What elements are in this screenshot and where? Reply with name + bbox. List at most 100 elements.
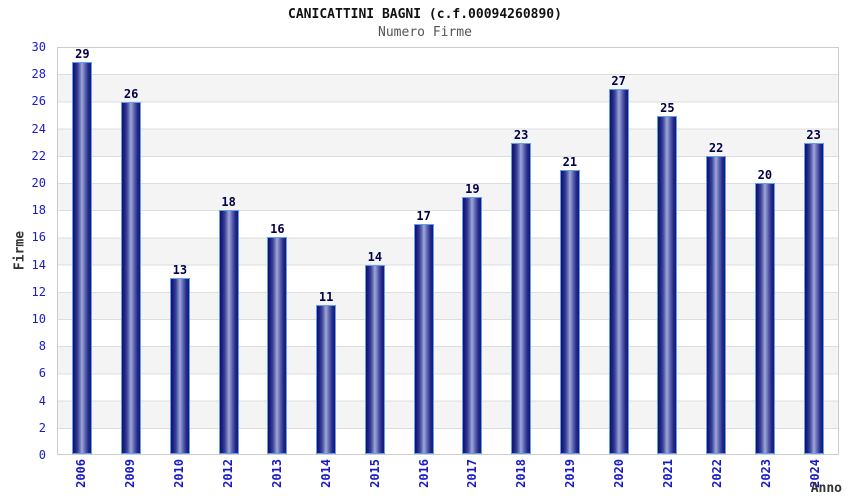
bar-slot: 14 (351, 48, 400, 454)
y-tick-label: 2 (38, 420, 46, 435)
x-tick-label: 2018 (514, 459, 529, 488)
bar-value-label: 23 (513, 127, 529, 142)
x-tick-slot: 2009 (106, 459, 155, 499)
bar-value-label: 19 (465, 181, 480, 196)
bar-slot: 11 (302, 48, 351, 454)
y-tick-label: 14 (31, 257, 46, 272)
bar: 27 (608, 74, 629, 454)
bar-slot: 19 (448, 48, 497, 454)
x-tick-label: 2023 (758, 459, 773, 488)
x-tick-slot: 2020 (595, 459, 644, 499)
x-tick-label: 2006 (74, 459, 89, 488)
x-tick-slot: 2014 (301, 459, 350, 499)
bar-slot: 23 (789, 48, 838, 454)
bar: 21 (559, 155, 580, 454)
y-tick-label: 28 (31, 67, 46, 82)
y-tick-label: 26 (31, 94, 46, 109)
bar: 17 (413, 209, 434, 454)
plot-area: 29 26 13 18 16 11 14 17 19 23 21 27 25 22 20 23 (57, 47, 839, 455)
bar-slot: 16 (253, 48, 302, 454)
bar-value-label: 13 (172, 263, 188, 278)
bar-value-label: 26 (123, 87, 139, 102)
y-tick-label: 16 (31, 230, 46, 245)
bar: 16 (267, 222, 288, 454)
x-tick-slot: 2018 (497, 459, 546, 499)
y-tick-label: 24 (31, 121, 46, 136)
bar-value-label: 25 (660, 100, 675, 115)
bar: 11 (316, 290, 337, 454)
bar-slot: 29 (58, 47, 107, 454)
bar: 18 (218, 195, 239, 454)
bar-slot: 20 (741, 48, 790, 454)
y-axis-ticks: 0 2 4 6 8 10 12 14 16 18 20 22 24 26 28 30 (0, 40, 52, 462)
x-tick-label: 2009 (123, 459, 138, 488)
y-tick-label: 22 (31, 148, 46, 163)
chart-subtitle: Numero Firme (378, 25, 472, 40)
bar: 14 (364, 250, 385, 454)
bar: 25 (657, 101, 678, 454)
x-tick-label: 2014 (318, 459, 333, 488)
bar-value-label: 16 (270, 222, 285, 237)
x-tick-slot: 2016 (399, 459, 448, 499)
x-tick-label: 2013 (269, 459, 284, 488)
bar: 22 (706, 141, 727, 454)
y-tick-label: 30 (31, 40, 46, 54)
bar-slot: 25 (643, 48, 692, 454)
x-tick-label: 2015 (367, 459, 382, 488)
bar-slot: 22 (692, 48, 741, 454)
bar-value-label: 21 (562, 154, 578, 169)
x-tick-slot: 2010 (155, 459, 204, 499)
x-tick-label: 2020 (612, 459, 627, 488)
x-tick-slot: 2015 (350, 459, 399, 499)
bar-value-label: 14 (367, 249, 383, 264)
bar: 19 (462, 182, 483, 454)
bar: 23 (511, 128, 532, 454)
chart-title: CANICATTINI BAGNI (c.f.00094260890) (288, 7, 562, 22)
x-tick-slot: 2012 (204, 459, 253, 499)
bar-value-label: 11 (318, 290, 334, 305)
y-tick-label: 18 (31, 203, 46, 218)
x-tick-label: 2019 (563, 459, 578, 488)
y-tick-label: 6 (38, 366, 46, 381)
x-tick-slot: 2021 (644, 459, 693, 499)
x-tick-slot: 2006 (57, 459, 106, 499)
y-tick-label: 0 (38, 448, 46, 462)
bar: 29 (72, 47, 93, 454)
x-tick-label: 2016 (416, 459, 431, 488)
bar-value-label: 20 (757, 168, 773, 183)
bar: 23 (803, 128, 824, 454)
x-tick-slot: 2019 (546, 459, 595, 499)
bar: 13 (169, 263, 190, 454)
y-tick-label: 4 (38, 393, 46, 408)
x-tick-label: 2017 (465, 459, 480, 488)
x-tick-label: 2010 (172, 459, 187, 488)
y-tick-label: 10 (31, 312, 46, 326)
bar-slot: 17 (399, 48, 448, 454)
bar-slot: 23 (497, 48, 546, 454)
y-tick-label: 20 (31, 176, 46, 190)
x-tick-slot: 2023 (741, 459, 790, 499)
x-tick-label: 2021 (660, 459, 675, 488)
bars-container: 29 26 13 18 16 11 14 17 19 23 21 27 25 22 20 23 (58, 47, 838, 454)
x-tick-label: 2012 (221, 459, 236, 488)
x-tick-label: 2022 (709, 459, 724, 488)
x-tick-slot: 2022 (692, 459, 741, 499)
bar-value-label: 22 (708, 141, 724, 156)
bar-value-label: 18 (221, 195, 236, 210)
bar-slot: 21 (546, 48, 595, 454)
x-tick-slot: 2013 (253, 459, 302, 499)
bar-slot: 13 (156, 48, 205, 454)
y-tick-label: 12 (31, 284, 46, 299)
bar-value-label: 29 (75, 46, 90, 61)
x-axis-label: Anno (810, 481, 842, 496)
y-tick-label: 8 (38, 339, 46, 354)
bar: 20 (754, 168, 775, 454)
bar: 26 (121, 87, 142, 454)
bar-value-label: 27 (611, 73, 626, 88)
bar-slot: 27 (594, 48, 643, 454)
x-axis-ticks: 2006 2009 2010 2012 2013 2014 2015 2016 2017 2018… (57, 459, 839, 499)
x-tick-slot: 2017 (448, 459, 497, 499)
bar-slot: 26 (107, 48, 156, 454)
bar-slot: 18 (204, 48, 253, 454)
